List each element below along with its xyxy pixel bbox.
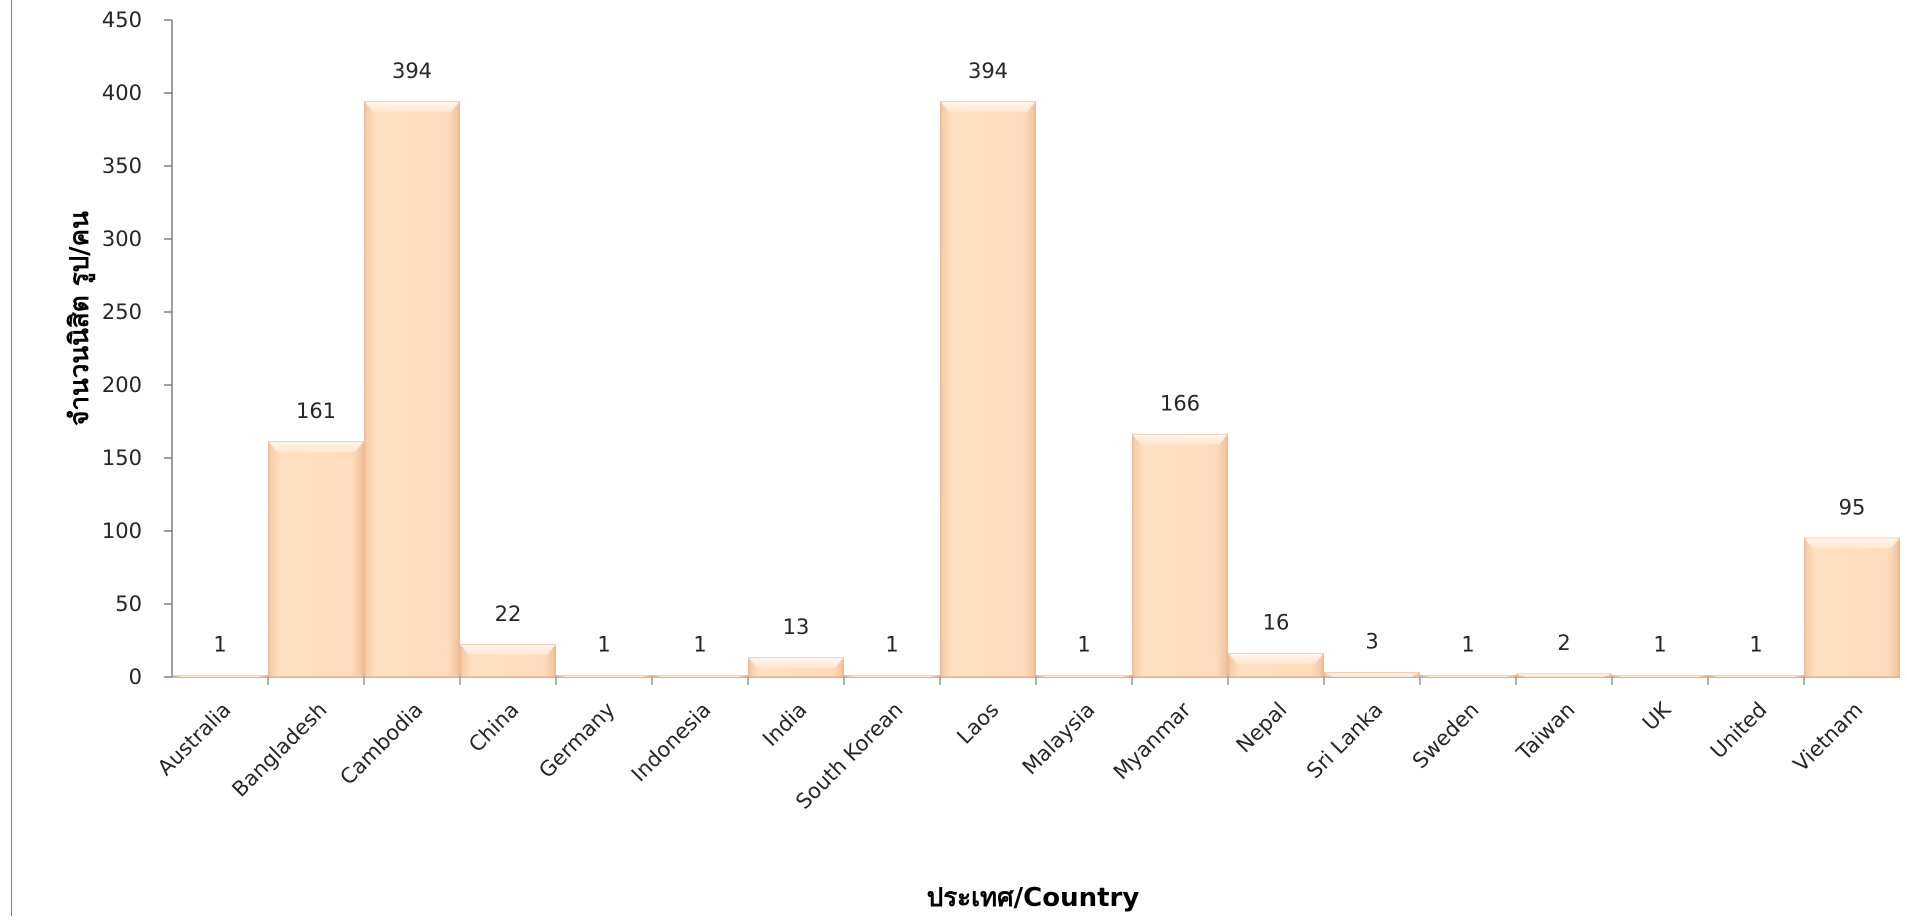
bars-group [172,101,1900,678]
bar-cambodia [364,101,460,678]
category-label: Indonesia [627,698,716,787]
data-label: 1 [1749,633,1762,657]
bar-bevel [1420,675,1516,677]
bar-germany [556,675,652,678]
data-label: 394 [968,59,1008,83]
category-label: Taiwan [1511,698,1579,766]
bar-indonesia [652,675,748,678]
bar-bevel [844,675,940,677]
y-axis: 0 50 100 150 200 250 300 350 400 450 [102,8,173,689]
y-axis-title: จำนวนนิสิต รูป/คน [65,211,96,426]
bar-sweden [1420,675,1516,678]
y-tick-label: 450 [102,8,142,32]
bar-laos [940,101,1036,678]
bar-united [1708,675,1804,678]
category-label: Myanmar [1109,697,1196,784]
data-label: 1 [885,633,898,657]
bar-south-korean [844,675,940,678]
category-label: China [464,698,523,757]
bar-bevel [172,675,268,677]
data-label: 1 [1461,633,1474,657]
bar-taiwan [1516,673,1612,678]
y-tick-label: 150 [102,446,142,470]
bar-bevel [652,675,748,677]
bar-bevel [1036,675,1132,677]
bar-bevel [1708,675,1804,677]
category-label: India [758,698,811,751]
y-tick-label: 300 [102,227,142,251]
bar-vietnam [1804,537,1900,678]
bar-bevel [460,644,556,655]
category-label: Laos [952,698,1003,749]
data-label: 394 [392,59,432,83]
bar-body [364,101,460,678]
bar-bevel [940,101,1036,112]
bar-bevel [364,101,460,112]
y-tick-label: 50 [115,592,142,616]
bar-india [748,657,844,678]
category-label: Sweden [1408,698,1484,774]
bar-bevel [268,441,364,452]
bar-myanmar [1132,434,1228,678]
category-label: Nepal [1232,698,1292,758]
bar-bevel [1228,653,1324,664]
bar-australia [172,675,268,678]
data-label: 16 [1263,611,1290,635]
bar-body [940,101,1036,678]
bar-bevel [748,658,844,669]
bar-nepal [1228,653,1324,678]
category-label: Cambodia [335,698,427,790]
bar-bevel [556,675,652,677]
bar-uk [1612,675,1708,678]
category-label: Sri Lanka [1302,698,1388,784]
category-label: Vietnam [1789,698,1868,777]
category-label: Germany [534,698,619,783]
bar-sri-lanka [1324,672,1420,678]
bar-bevel [1516,674,1612,677]
bar-body [1804,537,1900,678]
y-tick-label: 350 [102,154,142,178]
bar-bevel [1324,672,1420,677]
category-label: Australia [153,698,236,781]
bar-china [460,644,556,678]
data-label: 161 [296,399,336,423]
data-label: 2 [1557,631,1570,655]
category-label: UK [1638,697,1676,735]
data-label: 13 [783,615,810,639]
bar-body [1132,434,1228,678]
data-label: 1 [213,633,226,657]
data-label: 1 [693,633,706,657]
category-label: Bangladesh [228,698,332,802]
bar-bevel [1132,434,1228,445]
bar-bevel [1612,675,1708,677]
data-label: 1 [1077,633,1090,657]
y-tick-label: 250 [102,300,142,324]
bar-malaysia [1036,675,1132,678]
frame-border [11,0,12,916]
x-axis-title: ประเทศ/Country [927,883,1140,913]
y-tick-label: 200 [102,373,142,397]
data-label: 3 [1365,630,1378,654]
data-label: 1 [597,633,610,657]
category-label: United [1706,698,1772,764]
category-label: Malaysia [1018,698,1100,780]
data-label: 1 [1653,633,1666,657]
y-tick-label: 100 [102,519,142,543]
y-tick-label: 400 [102,81,142,105]
bar-bevel [1804,538,1900,549]
data-label: 95 [1839,495,1866,519]
y-tick-label: 0 [129,665,142,689]
data-label: 166 [1160,392,1200,416]
bar-body [268,441,364,678]
data-label: 22 [495,602,522,626]
bar-bangladesh [268,441,364,678]
data-labels-group: 1 161 394 22 1 1 13 1 394 1 166 16 3 1 2 1 1 95 [213,59,1865,657]
